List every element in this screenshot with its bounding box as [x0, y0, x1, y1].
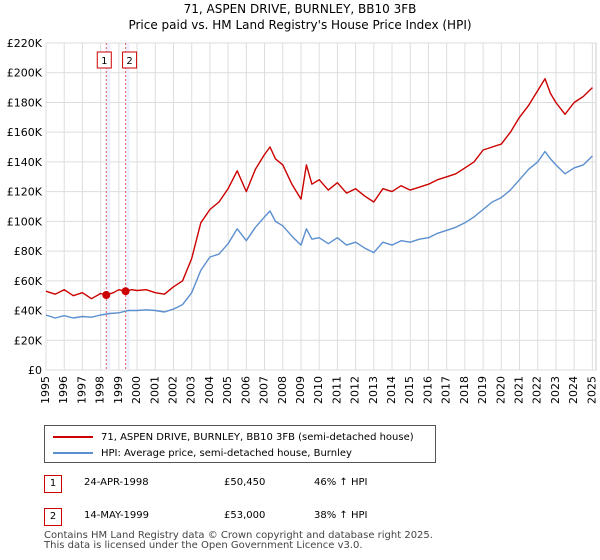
legend-swatch-hpi [53, 452, 93, 454]
y-tick-label: £0 [28, 364, 42, 377]
series-line [45, 78, 593, 300]
sale-number-badge: 2 [44, 508, 62, 526]
series-line [45, 150, 593, 319]
x-tick-label: 2010 [312, 376, 325, 404]
x-tick-label: 2011 [330, 376, 343, 404]
x-tick-label: 2008 [276, 376, 289, 404]
footer-line: This data is licensed under the Open Gov… [44, 540, 363, 551]
sale-shade [106, 43, 111, 370]
legend: 71, ASPEN DRIVE, BURNLEY, BB10 3FB (semi… [44, 425, 436, 463]
gridlines [45, 42, 596, 371]
y-tick-label: £60K [14, 275, 43, 288]
sale-number-badge: 1 [44, 475, 62, 493]
legend-swatch-property [53, 436, 93, 438]
x-tick-label: 1997 [75, 376, 88, 404]
sale-shade [125, 43, 130, 370]
x-tick-label: 2002 [166, 376, 179, 404]
sale-marker-badge [96, 51, 112, 69]
y-tick-label: £100K [7, 215, 43, 228]
legend-label-property: 71, ASPEN DRIVE, BURNLEY, BB10 3FB (semi… [101, 431, 414, 443]
sale-hpi-diff: 46% ↑ HPI [314, 477, 368, 488]
x-tick-label: 2018 [458, 376, 471, 404]
x-tick-label: 2012 [349, 376, 362, 404]
sale-date: 24-APR-1998 [84, 477, 149, 488]
x-tick-label: 2016 [421, 376, 434, 404]
x-tick-label: 2001 [148, 376, 161, 404]
sale-points [102, 287, 130, 300]
legend-entry-property: 71, ASPEN DRIVE, BURNLEY, BB10 3FB (semi… [53, 429, 414, 445]
x-tick-label: 1996 [57, 376, 70, 404]
y-tick-label: £180K [7, 96, 43, 109]
x-tick-label: 1999 [112, 376, 125, 404]
x-tick-label: 2019 [476, 376, 489, 404]
x-tick-label: 2000 [130, 376, 143, 404]
x-tick-label: 2014 [385, 376, 398, 404]
plot-area [45, 42, 597, 371]
x-tick-label: 2004 [203, 376, 216, 404]
y-tick-label: £20K [14, 334, 43, 347]
line-chart: £0 £20K £40K £60K £80K £100K £120K £140K £160K £1… [7, 37, 599, 404]
x-tick-label: 2024 [567, 376, 580, 404]
x-axis: 1995 1996 1997 1998 1999 2000 2001 2002 2003 2004… [39, 376, 598, 404]
sale-price: £53,000 [224, 510, 266, 521]
sale-hpi-diff: 38% ↑ HPI [314, 510, 368, 521]
x-tick-label: 2003 [185, 376, 198, 404]
sale-marker-badge [122, 51, 138, 69]
sale-point [102, 291, 111, 300]
y-tick-label: £220K [7, 37, 43, 50]
y-axis: £0 £20K £40K £60K £80K £100K £120K £140K £160K £1… [7, 37, 43, 377]
chart-subtitle: Price paid vs. HM Land Registry's House … [128, 18, 472, 32]
x-tick-label: 2017 [440, 376, 453, 404]
sale-date: 14-MAY-1999 [84, 510, 150, 521]
x-tick-label: 2025 [585, 376, 598, 404]
y-tick-label: £200K [7, 67, 43, 80]
x-tick-label: 1995 [39, 376, 52, 404]
x-tick-label: 1998 [94, 376, 107, 404]
chart-title: 71, ASPEN DRIVE, BURNLEY, BB10 3FB [183, 2, 417, 16]
x-tick-label: 2013 [367, 376, 380, 404]
sales-row: 2 14-MAY-1999 £53,000 38% ↑ HPI [44, 508, 464, 528]
x-tick-label: 2007 [258, 376, 271, 404]
x-tick-label: 2020 [494, 376, 507, 404]
y-tick-label: £120K [7, 186, 43, 199]
x-tick-label: 2006 [239, 376, 252, 404]
x-tick-label: 2015 [403, 376, 416, 404]
sale-marker-label: 1 [101, 56, 107, 67]
legend-entry-hpi: HPI: Average price, semi-detached house,… [53, 445, 352, 461]
y-tick-label: £140K [7, 156, 43, 169]
x-tick-label: 2023 [549, 376, 562, 404]
footer-line: Contains HM Land Registry data © Crown c… [44, 530, 433, 541]
y-tick-label: £40K [14, 305, 43, 318]
y-tick-label: £80K [14, 245, 43, 258]
footer-attribution: Contains HM Land Registry data © Crown c… [44, 531, 433, 551]
x-tick-label: 2022 [531, 376, 544, 404]
sale-marker-label: 2 [126, 56, 132, 67]
x-tick-label: 2021 [513, 376, 526, 404]
sale-point [121, 287, 130, 296]
sale-price: £50,450 [224, 477, 266, 488]
y-tick-label: £160K [7, 126, 43, 139]
x-tick-label: 2009 [294, 376, 307, 404]
sales-row: 1 24-APR-1998 £50,450 46% ↑ HPI [44, 475, 464, 495]
legend-label-hpi: HPI: Average price, semi-detached house,… [101, 447, 352, 459]
x-tick-label: 2005 [221, 376, 234, 404]
series-lines [45, 78, 593, 319]
